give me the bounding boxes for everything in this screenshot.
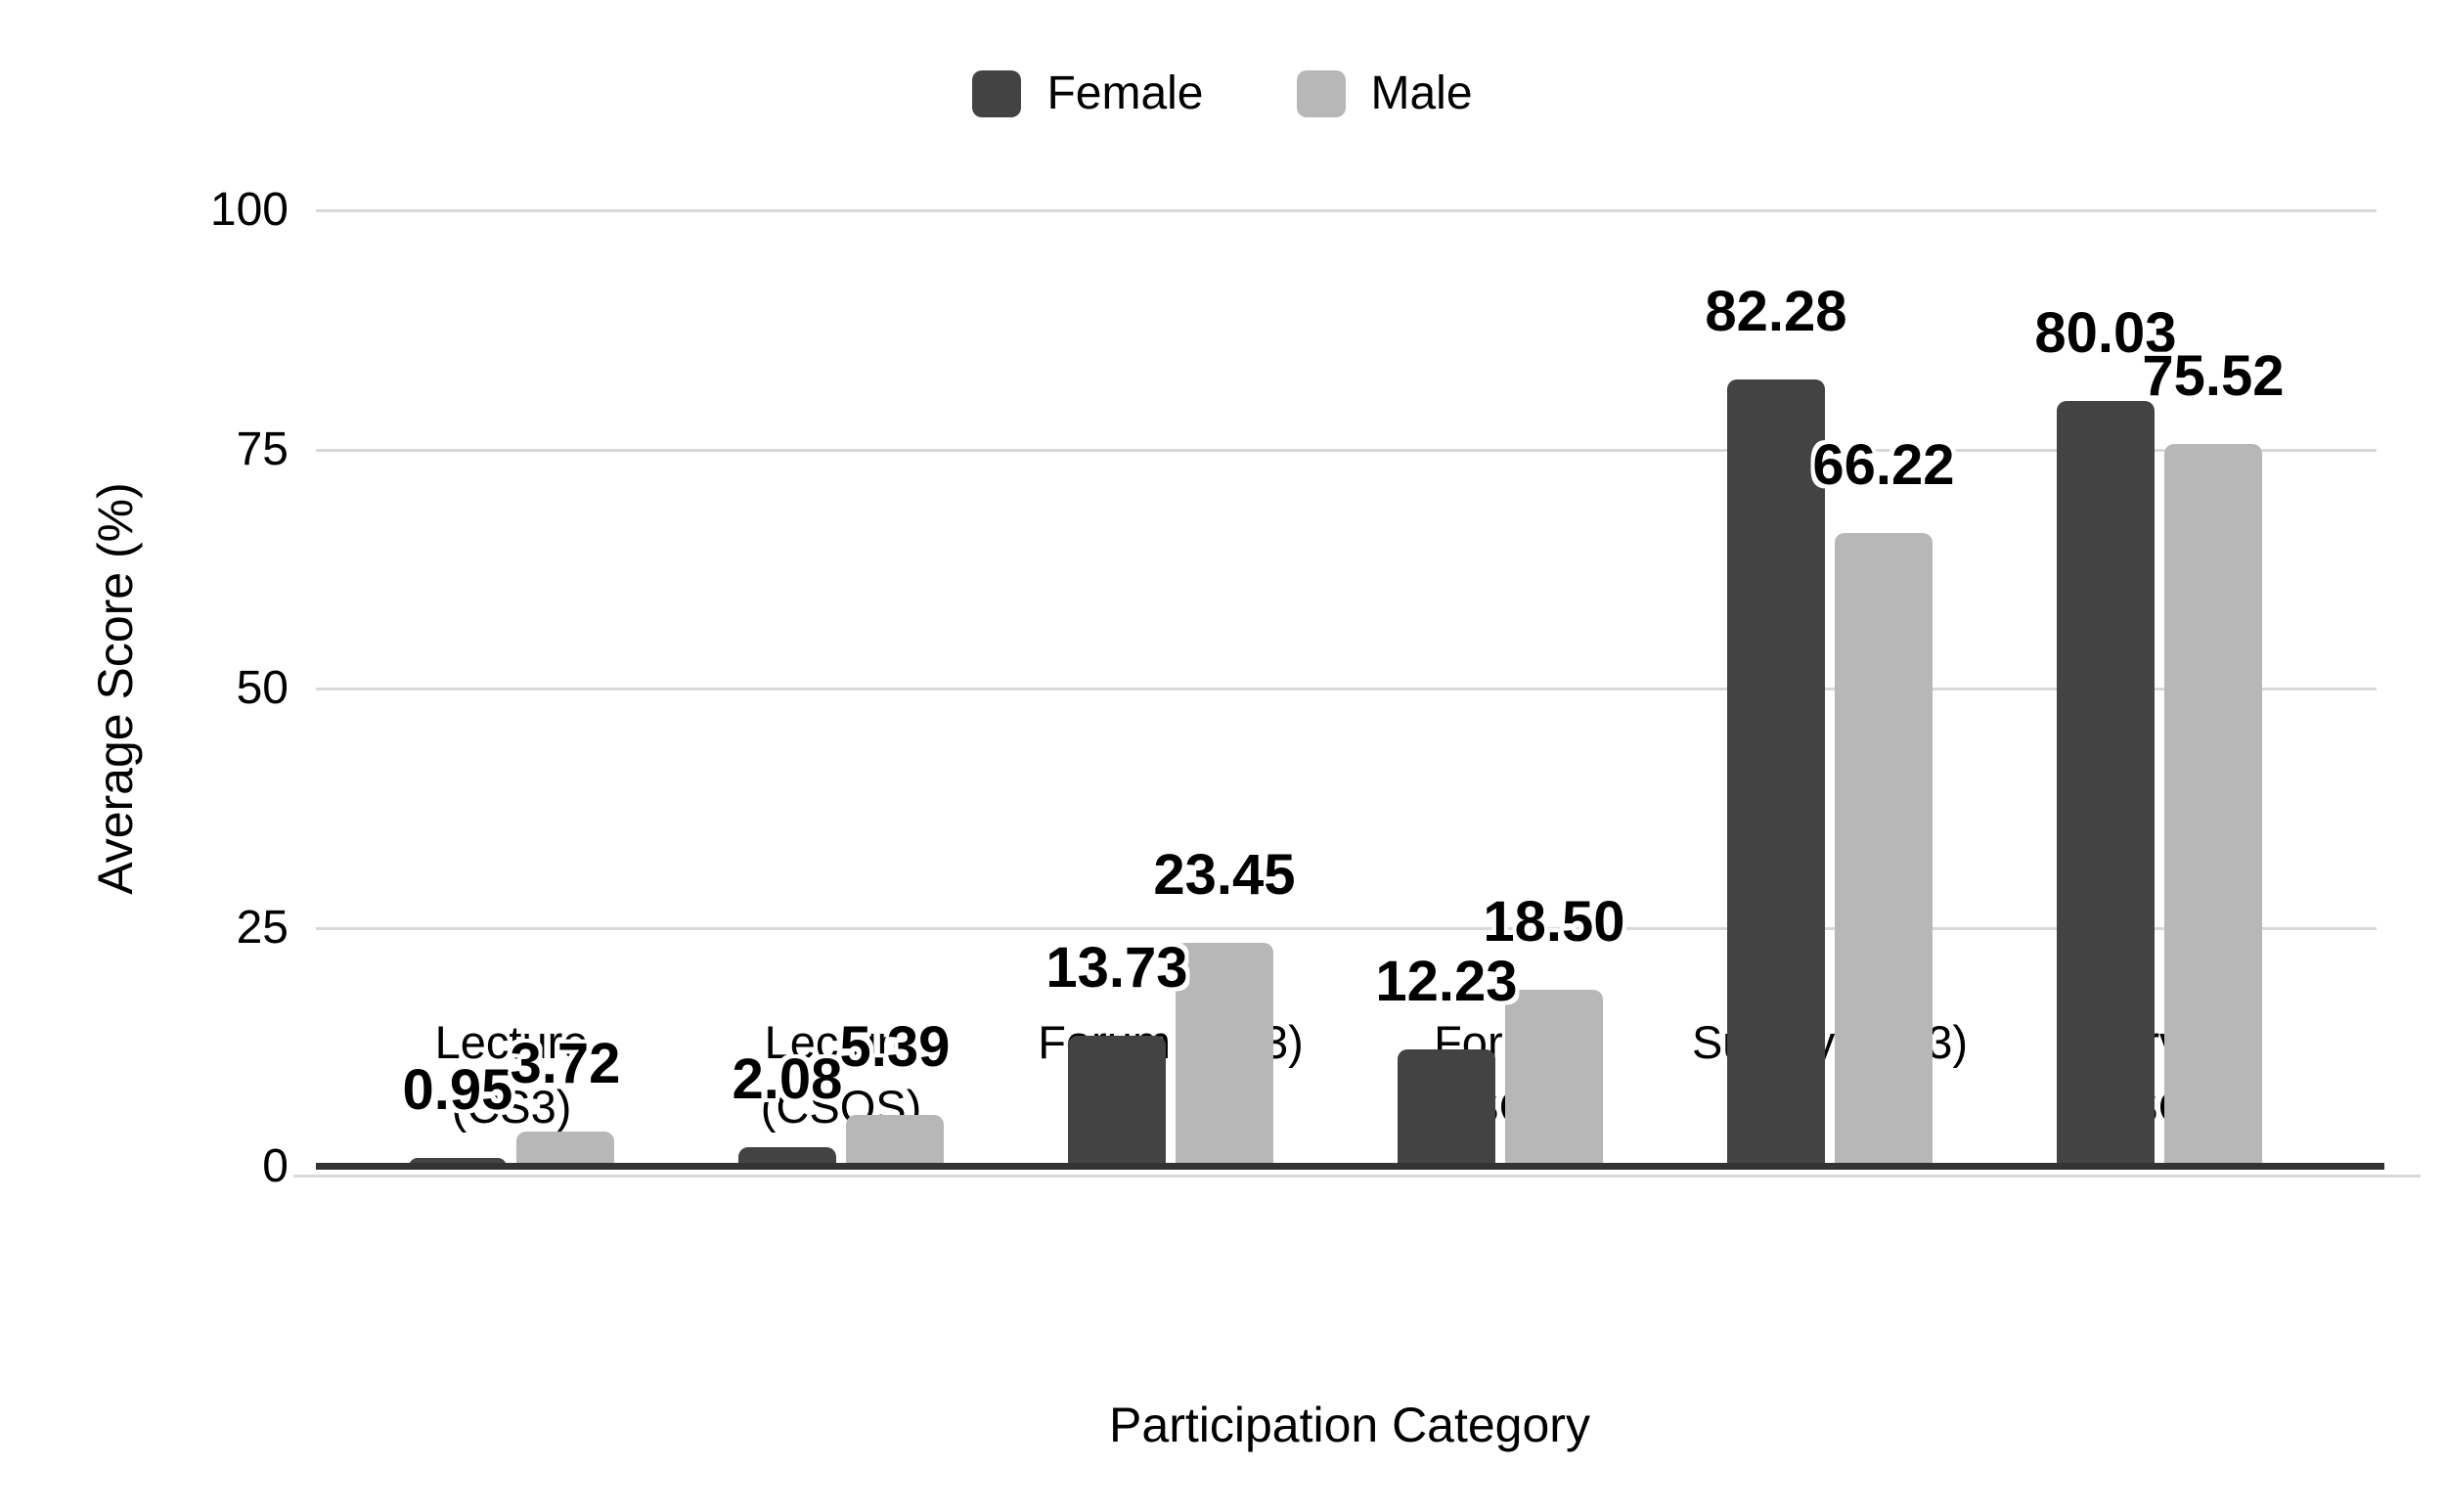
bar-female — [409, 1157, 507, 1167]
bar-value-label: 2.08 — [732, 1046, 843, 1111]
y-tick-label: 50 — [236, 662, 289, 714]
bar-value-label: 13.73 — [1045, 935, 1188, 1000]
x-category-label-line: Lecture — [764, 1016, 918, 1068]
x-category-label-line: (CS3) — [451, 1081, 572, 1133]
x-axis-underline — [293, 1175, 2421, 1178]
bar-male — [1835, 533, 1933, 1167]
x-category-label: Forum (CSOS) — [1329, 1010, 1671, 1139]
x-category-label: Lecture (CSOS) — [670, 1010, 1012, 1139]
y-tick-label: 0 — [262, 1140, 289, 1192]
bar-value-label: 18.50 — [1483, 890, 1625, 955]
x-category-label: Lecture (CS3) — [340, 1010, 683, 1139]
x-category-label-line: Lecture — [434, 1016, 589, 1068]
bar-value-label: 3.72 — [510, 1031, 621, 1095]
y-tick-label: 75 — [236, 422, 289, 475]
legend-swatch-female-icon — [972, 70, 1022, 117]
bar-male — [846, 1115, 944, 1167]
bar-value-label: 5.39 — [839, 1015, 951, 1080]
gridline-25 — [316, 926, 2377, 930]
y-tick-label: 100 — [209, 184, 289, 236]
bar-value-label: 80.03 — [2034, 301, 2177, 366]
x-category-label: Survey (CS3) — [1659, 1010, 2001, 1075]
bar-female — [1068, 1035, 1166, 1167]
bar-value-label: 0.95 — [402, 1057, 513, 1122]
legend-label: Female — [1046, 67, 1204, 119]
bar-value-label: 66.22 — [1812, 433, 1955, 498]
bar-female — [1727, 379, 1825, 1167]
x-axis-line — [316, 1163, 2384, 1170]
x-category-label-line: Survey (CS3) — [1691, 1016, 1969, 1068]
bar-male — [516, 1131, 614, 1167]
legend-swatch-male-icon — [1296, 70, 1346, 117]
bar-male — [1176, 942, 1273, 1167]
bar-male — [2164, 444, 2262, 1167]
gridline-100 — [316, 209, 2377, 212]
bar-value-label: 82.28 — [1705, 280, 1847, 344]
legend-label: Male — [1370, 67, 1473, 119]
gridline-75 — [316, 448, 2377, 452]
x-category-label-line: (CSOS) — [1419, 1081, 1581, 1133]
bar-female — [1398, 1049, 1495, 1167]
x-category-label-line: (CSOS) — [2078, 1081, 2241, 1133]
bar-value-label: 12.23 — [1375, 950, 1518, 1014]
bar-female — [2057, 401, 2155, 1167]
chart-legend: Female Male — [0, 70, 2445, 117]
bar-value-label: 23.45 — [1153, 842, 1296, 907]
gridline-50 — [316, 688, 2377, 690]
bar-male — [1505, 990, 1603, 1167]
x-category-label: Survey (CSOS) — [1988, 1010, 2331, 1139]
plot-area: 0 25 50 75 100 0.95 3.72 2.08 5.39 13.73 23.45 12.… — [210, 187, 2421, 1190]
x-category-label-line: Forum — [1434, 1016, 1567, 1068]
legend-item-male: Male — [1296, 67, 1473, 119]
legend-item-female: Female — [972, 67, 1204, 119]
x-axis-title: Participation Category — [1109, 1398, 1590, 1452]
bar-value-label: 75.52 — [2142, 344, 2285, 409]
bar-female — [738, 1146, 836, 1167]
y-tick-label: 25 — [236, 901, 289, 954]
x-category-label-line: Survey — [2087, 1016, 2232, 1068]
